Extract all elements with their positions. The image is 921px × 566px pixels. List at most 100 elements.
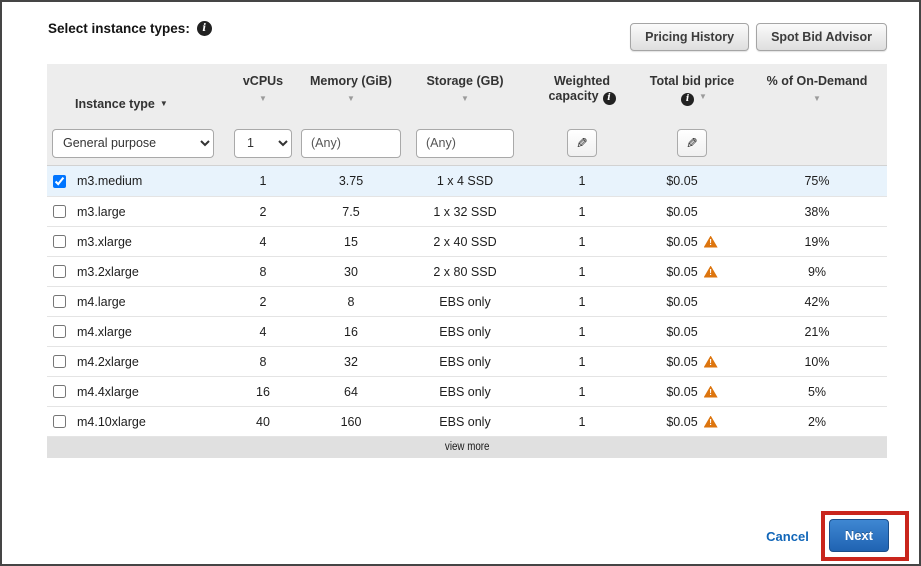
row-checkbox[interactable] <box>53 385 66 398</box>
on-demand-pct-cell: 10% <box>804 354 830 369</box>
column-header-memory[interactable]: Memory (GiB) ▼ <box>299 64 403 121</box>
chevron-down-icon: ▼ <box>259 94 267 103</box>
memory-cell: 160 <box>340 414 362 429</box>
storage-cell: EBS only <box>439 384 491 399</box>
column-header-weighted-capacity[interactable]: Weighted capacity i <box>527 64 637 121</box>
on-demand-pct-cell: 75% <box>804 174 830 188</box>
table-row[interactable]: m4.2xlarge 8 32 EBS only 1 $0.05 ! 10% <box>47 346 887 376</box>
chevron-down-icon: ▼ <box>461 94 469 103</box>
edit-weighted-capacity-button[interactable]: ✎ <box>567 129 597 157</box>
storage-cell: EBS only <box>439 414 491 429</box>
row-checkbox[interactable] <box>53 235 66 248</box>
vcpus-cell: 8 <box>259 264 267 279</box>
warning-icon: ! <box>703 355 718 368</box>
row-checkbox[interactable] <box>53 355 66 368</box>
column-header-on-demand-pct[interactable]: % of On-Demand ▼ <box>747 64 887 121</box>
cancel-link[interactable]: Cancel <box>766 528 809 544</box>
memory-cell: 16 <box>344 324 358 339</box>
info-icon[interactable]: i <box>602 92 616 105</box>
row-checkbox[interactable] <box>53 174 66 188</box>
row-checkbox[interactable] <box>53 325 66 338</box>
storage-filter-input[interactable] <box>416 128 514 158</box>
memory-cell: 3.75 <box>338 174 364 188</box>
vcpus-cell: 2 <box>259 204 267 219</box>
table-row[interactable]: m3.medium 1 3.75 1 x 4 SSD 1 $0.05 ! 75% <box>47 166 887 196</box>
table-row[interactable]: m3.xlarge 4 15 2 x 40 SSD 1 $0.05 ! 19% <box>47 226 887 256</box>
instance-type-cell: m3.large <box>77 204 126 219</box>
bid-price-cell: $0.05 <box>666 174 698 188</box>
weighted-capacity-cell: 1 <box>578 324 586 339</box>
memory-cell: 8 <box>347 294 355 309</box>
spot-bid-advisor-button[interactable]: Spot Bid Advisor <box>756 23 887 51</box>
on-demand-pct-cell: 19% <box>804 234 830 249</box>
warning-icon: ! <box>703 385 718 398</box>
memory-filter-input[interactable] <box>301 128 401 158</box>
on-demand-pct-cell: 9% <box>807 264 827 279</box>
row-checkbox[interactable] <box>53 205 66 218</box>
bid-price-cell: $0.05 <box>666 204 698 219</box>
table-row[interactable]: m4.xlarge 4 16 EBS only 1 $0.05 ! 21% <box>47 316 887 346</box>
memory-cell: 30 <box>344 264 358 279</box>
instance-types-table: Instance type ▼ vCPUs ▼ Memory (GiB) ▼ St… <box>47 64 887 458</box>
chevron-down-icon: ▼ <box>699 92 707 101</box>
instance-type-cell: m4.2xlarge <box>77 354 139 369</box>
instance-type-cell: m3.xlarge <box>77 234 132 249</box>
vcpus-cell: 16 <box>256 384 270 399</box>
warning-icon: ! <box>703 235 718 248</box>
edit-bid-price-button[interactable]: ✎ <box>677 129 707 157</box>
bid-price-cell: $0.05 <box>666 384 698 399</box>
view-more-button[interactable]: view more <box>47 436 887 458</box>
weighted-capacity-cell: 1 <box>578 174 586 188</box>
info-icon[interactable]: i <box>196 21 212 36</box>
instance-type-cell: m4.xlarge <box>77 324 132 339</box>
table-row[interactable]: m4.4xlarge 16 64 EBS only 1 $0.05 ! 5% <box>47 376 887 406</box>
sort-arrow-icon: ▼ <box>159 99 168 108</box>
instance-type-cell: m4.large <box>77 294 126 309</box>
weighted-capacity-cell: 1 <box>578 414 586 429</box>
instance-type-cell: m3.2xlarge <box>77 264 139 279</box>
chevron-down-icon: ▼ <box>813 94 821 103</box>
vcpus-cell: 4 <box>259 324 267 339</box>
info-icon[interactable]: i <box>681 93 695 106</box>
row-checkbox[interactable] <box>53 295 66 308</box>
weighted-capacity-cell: 1 <box>578 264 586 279</box>
table-row[interactable]: m4.large 2 8 EBS only 1 $0.05 ! 42% <box>47 286 887 316</box>
on-demand-pct-cell: 21% <box>804 324 830 339</box>
storage-cell: 1 x 32 SSD <box>433 204 497 219</box>
warning-icon: ! <box>703 265 718 278</box>
vcpus-cell: 1 <box>259 174 267 188</box>
vcpus-cell: 40 <box>256 414 270 429</box>
memory-cell: 7.5 <box>342 204 360 219</box>
bid-price-cell: $0.05 <box>666 414 698 429</box>
vcpus-cell: 2 <box>259 294 267 309</box>
column-header-instance-type[interactable]: Instance type ▼ <box>75 97 168 111</box>
dialog-header: Select instance types: i <box>48 21 212 36</box>
weighted-capacity-cell: 1 <box>578 294 586 309</box>
table-row[interactable]: m4.10xlarge 40 160 EBS only 1 $0.05 ! 2% <box>47 406 887 436</box>
bid-price-cell: $0.05 <box>666 264 698 279</box>
on-demand-pct-cell: 2% <box>807 414 827 429</box>
storage-cell: 2 x 40 SSD <box>433 234 497 249</box>
toolbar: Pricing History Spot Bid Advisor <box>630 23 887 51</box>
column-header-storage[interactable]: Storage (GB) ▼ <box>403 64 527 121</box>
row-checkbox[interactable] <box>53 265 66 278</box>
storage-cell: EBS only <box>439 324 491 339</box>
on-demand-pct-cell: 38% <box>804 204 830 219</box>
table-row[interactable]: m3.2xlarge 8 30 2 x 80 SSD 1 $0.05 ! 9% <box>47 256 887 286</box>
on-demand-pct-cell: 42% <box>804 294 830 309</box>
row-checkbox[interactable] <box>53 415 66 428</box>
instance-family-select[interactable]: General purpose <box>52 128 214 158</box>
weighted-capacity-cell: 1 <box>578 234 586 249</box>
table-row[interactable]: m3.large 2 7.5 1 x 32 SSD 1 $0.05 ! 38% <box>47 196 887 226</box>
vcpus-filter-select[interactable]: 1 <box>234 128 292 158</box>
bid-price-cell: $0.05 <box>666 354 698 369</box>
next-button[interactable]: Next <box>828 519 889 552</box>
warning-icon: ! <box>703 415 718 428</box>
column-header-total-bid-price[interactable]: Total bid pricei ▼ <box>649 74 735 106</box>
instance-type-cell: m4.10xlarge <box>77 414 146 429</box>
pricing-history-button[interactable]: Pricing History <box>630 23 750 51</box>
column-header-vcpus[interactable]: vCPUs ▼ <box>227 64 299 121</box>
memory-cell: 64 <box>344 384 358 399</box>
annotation-highlight-box: Next <box>820 511 909 561</box>
